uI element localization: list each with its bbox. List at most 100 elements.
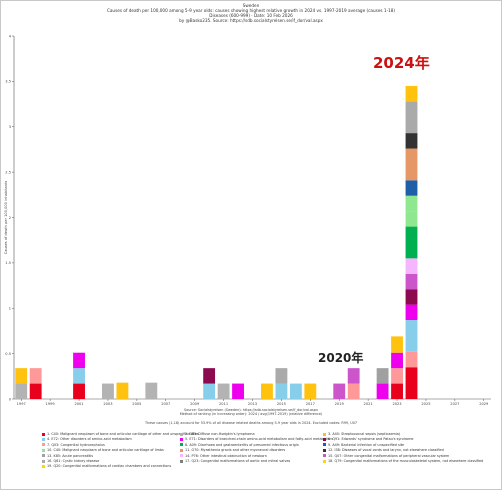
- legend-label: 4. E72: Other disorders of amino-acid me…: [47, 437, 132, 442]
- x-tick-label: 1997: [17, 402, 26, 406]
- legend-label: 1. C40: Malignant neoplasm of bone and a…: [47, 432, 199, 436]
- bar-segment: [261, 383, 273, 399]
- legend-swatch: [323, 459, 326, 463]
- bar-segment: [29, 368, 42, 384]
- bar-segment: [232, 383, 244, 399]
- y-tick-label: 0: [9, 397, 12, 401]
- legend-label: 15. Q07: Other congenital malformations …: [328, 453, 450, 458]
- legend-item: 14. P76: Other intestinal obstruction of…: [180, 454, 267, 458]
- legend-item: 16. Q61: Cystic kidney disease: [42, 459, 99, 463]
- legend-label: 10. C40: Malignant neoplasm of bone and …: [47, 448, 164, 453]
- legend-label: 19. Q20: Congenital malformations of car…: [47, 464, 172, 469]
- bar-segment: [405, 289, 418, 305]
- legend-item: 9. A49: Bacterial infection of unspecifi…: [323, 443, 404, 447]
- bar-segment: [29, 383, 42, 399]
- legend-item: 10. C40: Malignant neoplasm of bone and …: [42, 448, 164, 452]
- legend-label: 11. G70: Myasthenia gravis and other myo…: [185, 448, 286, 453]
- bar-segment: [405, 211, 418, 227]
- source-line: Source: Socialstyrelsen (Sweden): https:…: [184, 408, 318, 412]
- legend-label: 17. Q23: Congenital malformations of aor…: [185, 459, 291, 463]
- y-tick-label: 2: [9, 216, 11, 220]
- legend-item: 19. Q20: Congenital malformations of car…: [42, 464, 171, 468]
- legend-item: 12. I38: Diseases of vocal cords and lar…: [323, 448, 444, 452]
- method-line: Method of ranking (in increasing order):…: [179, 412, 323, 416]
- bar-segment: [15, 383, 28, 399]
- legend-label: 6. Q91: Edwards' syndrome and Patau's sy…: [328, 437, 414, 442]
- y-tick-label: 0.5: [5, 352, 11, 356]
- bar-segment: [405, 320, 418, 352]
- bar-segment: [116, 382, 129, 399]
- x-tick-label: 2013: [248, 402, 257, 406]
- legend-swatch: [42, 454, 45, 458]
- bar-segment: [333, 383, 346, 399]
- x-tick-label: 2025: [421, 402, 430, 406]
- bar-segment: [102, 383, 114, 399]
- legend-item: 18. Q79: Congenital malformations of the…: [323, 459, 483, 463]
- x-tick-label: 2003: [103, 402, 112, 406]
- x-tick-label: 2019: [335, 402, 345, 406]
- x-tick-label: 2011: [219, 402, 228, 406]
- bar-segment: [391, 336, 403, 353]
- chart-title-country: Sweden: [242, 3, 260, 8]
- y-tick-label: 4: [9, 34, 12, 38]
- legend-swatch: [180, 454, 183, 458]
- bar-segment: [405, 133, 418, 149]
- legend-item: 2. C83: Diffuse non-Hodgkin's lymphoma: [180, 432, 255, 436]
- legend-swatch: [42, 443, 45, 447]
- x-tick-label: 2007: [161, 402, 170, 406]
- legend-item: 8. A09: Diarrhoea and gastroenteritis of…: [180, 443, 299, 447]
- annotation-2024: 2024年: [373, 54, 430, 72]
- legend-label: 13. K85: Acute pancreatitis: [47, 453, 94, 458]
- y-tick-label: 3: [9, 125, 11, 129]
- y-tick-label: 1.5: [5, 261, 11, 265]
- legend-label: 14. P76: Other intestinal obstruction of…: [185, 453, 267, 458]
- legend-swatch: [42, 437, 45, 441]
- x-tick-label: 2017: [306, 402, 315, 406]
- legend-swatch: [323, 454, 326, 458]
- y-tick-label: 3.5: [5, 80, 11, 84]
- legend-item: 17. Q23: Congenital malformations of aor…: [180, 459, 290, 463]
- legend-swatch: [180, 432, 183, 436]
- bar-segment: [275, 383, 288, 399]
- legend-swatch: [42, 464, 45, 468]
- bar-segment: [73, 383, 85, 399]
- bar-segment: [376, 383, 389, 399]
- bar-segment: [347, 368, 360, 384]
- legend-swatch: [323, 443, 326, 447]
- legend-item: 11. G70: Myasthenia gravis and other myo…: [180, 448, 285, 452]
- legend-swatch: [180, 448, 183, 452]
- bar-segment: [405, 273, 418, 290]
- x-tick-label: 2015: [277, 402, 286, 406]
- annotation-2020: 2020年: [318, 351, 364, 365]
- bar-segment: [376, 368, 389, 384]
- legend-label: 9. A49: Bacterial infection of unspecifi…: [328, 442, 405, 447]
- chart-subtitle: Diseases (600-999) · Date: 10 Feb 2026: [209, 13, 293, 18]
- chart-title: Causes of death per 100,000 among 5-9 ye…: [106, 8, 396, 13]
- y-tick-label: 2.5: [5, 170, 11, 174]
- legend-swatch: [180, 437, 183, 441]
- legend-swatch: [323, 437, 326, 441]
- legend-swatch: [180, 459, 183, 463]
- bar-segment: [304, 383, 317, 399]
- bar-segment: [203, 368, 216, 384]
- bar-segment: [203, 383, 216, 399]
- bar-segment: [289, 383, 302, 399]
- legend-label: 8. A09: Diarrhoea and gastroenteritis of…: [185, 442, 299, 447]
- bar-segment: [405, 148, 418, 181]
- bar-segment: [391, 368, 403, 384]
- y-axis-label: Causes of death per 100,000 inhabitants: [4, 181, 8, 255]
- legend-label: 2. C83: Diffuse non-Hodgkin's lymphoma: [185, 432, 255, 436]
- legend-item: 5. E71: Disorders of branched-chain amin…: [180, 437, 333, 441]
- legend-swatch: [323, 448, 326, 452]
- legend-item: 1. C40: Malignant neoplasm of bone and a…: [42, 432, 199, 436]
- bar-segment: [391, 352, 403, 369]
- x-tick-label: 2009: [190, 402, 200, 406]
- bar-segment: [405, 351, 418, 368]
- bar-segment: [405, 180, 418, 196]
- bar-segment: [405, 195, 418, 212]
- bar-segment: [391, 383, 403, 399]
- bar-segment: [145, 382, 158, 399]
- legend-swatch: [42, 448, 45, 452]
- bar-segment: [73, 352, 85, 369]
